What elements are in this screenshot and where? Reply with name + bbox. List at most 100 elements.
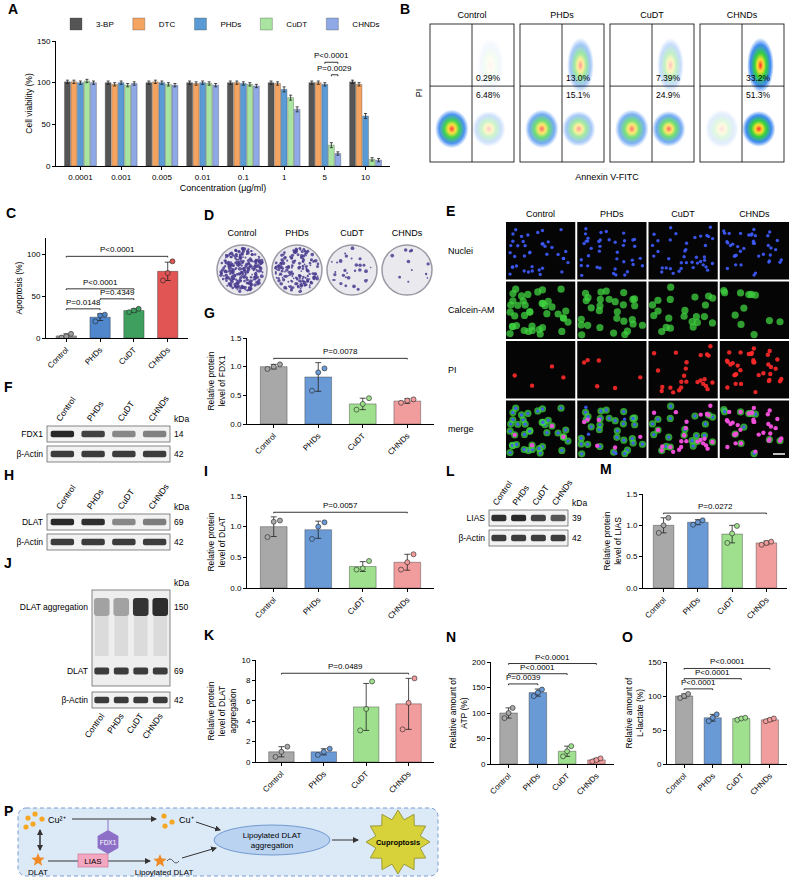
svg-text:50: 50: [652, 726, 661, 735]
svg-text:kDa: kDa: [572, 498, 587, 508]
svg-text:1.0: 1.0: [230, 522, 242, 531]
svg-text:CHNDs: CHNDs: [140, 711, 165, 740]
svg-text:5: 5: [323, 173, 328, 182]
svg-text:CHNDs: CHNDs: [727, 10, 758, 20]
svg-text:Cell viability (%): Cell viability (%): [24, 73, 34, 134]
svg-text:PHDs: PHDs: [521, 771, 542, 792]
svg-text:β-Actin: β-Actin: [16, 537, 43, 547]
svg-text:6.48%: 6.48%: [476, 90, 501, 100]
svg-text:β-Actin: β-Actin: [16, 449, 43, 459]
svg-text:Control: Control: [643, 595, 668, 620]
svg-text:CuDT: CuDT: [115, 487, 136, 511]
svg-text:10: 10: [241, 656, 250, 665]
svg-text:P<0.0001: P<0.0001: [710, 657, 745, 666]
svg-text:24.9%: 24.9%: [656, 90, 681, 100]
svg-text:PHDs: PHDs: [301, 595, 322, 616]
svg-text:0: 0: [246, 758, 251, 767]
svg-text:0.005: 0.005: [152, 173, 173, 182]
svg-text:39: 39: [572, 513, 582, 523]
svg-text:0.0001: 0.0001: [68, 173, 93, 182]
svg-text:Control: Control: [457, 10, 486, 20]
svg-text:150: 150: [174, 602, 188, 612]
svg-text:Apoptosis (%): Apoptosis (%): [14, 261, 24, 314]
svg-text:150: 150: [472, 683, 486, 692]
svg-text:CuDT: CuDT: [340, 228, 364, 238]
svg-text:Lipoylated DLAT: Lipoylated DLAT: [243, 831, 302, 840]
svg-text:10: 10: [361, 173, 370, 182]
svg-text:0.29%: 0.29%: [476, 73, 501, 83]
svg-text:Control: Control: [54, 395, 78, 423]
svg-text:50: 50: [31, 292, 40, 301]
svg-text:Cu⁺: Cu⁺: [179, 815, 194, 825]
svg-text:0.001: 0.001: [111, 173, 132, 182]
svg-text:CHNDs: CHNDs: [146, 345, 172, 371]
svg-text:42: 42: [174, 695, 184, 705]
svg-text:0.5: 0.5: [230, 553, 242, 562]
svg-text:0: 0: [36, 334, 41, 343]
svg-text:CuDT: CuDT: [724, 771, 745, 792]
svg-text:CuDT: CuDT: [715, 595, 736, 616]
svg-text:CHNDs: CHNDs: [387, 769, 413, 795]
svg-text:7.39%: 7.39%: [656, 73, 681, 83]
svg-text:CHNDs: CHNDs: [386, 431, 412, 457]
svg-text:69: 69: [174, 666, 184, 676]
svg-text:14: 14: [174, 429, 184, 439]
svg-text:Lipoylated DLAT: Lipoylated DLAT: [135, 868, 194, 877]
svg-text:CHNDs: CHNDs: [146, 482, 171, 511]
svg-text:P<0.0001: P<0.0001: [83, 278, 118, 287]
svg-text:P=0.4349: P=0.4349: [100, 288, 135, 297]
svg-text:1.5: 1.5: [230, 334, 242, 343]
svg-text:CuDT: CuDT: [530, 483, 551, 507]
svg-text:0.0: 0.0: [626, 584, 638, 593]
svg-text:P=0.0029: P=0.0029: [317, 64, 352, 73]
svg-text:1.5: 1.5: [230, 492, 242, 501]
svg-text:0.01: 0.01: [195, 173, 211, 182]
svg-text:4: 4: [246, 717, 251, 726]
svg-text:CHNDs: CHNDs: [146, 394, 171, 423]
svg-text:8: 8: [246, 676, 251, 685]
svg-text:merge: merge: [448, 424, 474, 434]
svg-text:P<0.0001: P<0.0001: [695, 668, 730, 677]
svg-text:Relative amount ofATP (%): Relative amount ofATP (%): [448, 677, 469, 749]
svg-text:P=0.0148: P=0.0148: [66, 298, 101, 307]
svg-text:P=0.0272: P=0.0272: [698, 502, 733, 511]
svg-text:Concentration (μg/ml): Concentration (μg/ml): [180, 183, 267, 193]
svg-text:P<0.0001: P<0.0001: [535, 653, 570, 662]
svg-text:CHNDs: CHNDs: [352, 20, 379, 29]
svg-text:42: 42: [174, 449, 184, 459]
svg-text:200: 200: [472, 658, 486, 667]
svg-text:kDa: kDa: [174, 502, 189, 512]
svg-text:Control: Control: [488, 771, 513, 796]
svg-text:50: 50: [476, 734, 485, 743]
svg-text:β-Actin: β-Actin: [61, 695, 88, 705]
svg-text:DTC: DTC: [159, 20, 176, 29]
svg-text:P<0.0001: P<0.0001: [100, 245, 135, 254]
svg-text:PHDs: PHDs: [301, 431, 322, 452]
svg-text:Control: Control: [253, 431, 278, 456]
svg-text:42: 42: [174, 537, 184, 547]
svg-text:CuDT: CuDT: [115, 399, 136, 423]
svg-text:PHDs: PHDs: [307, 769, 328, 790]
svg-text:kDa: kDa: [174, 414, 189, 424]
svg-text:PHDs: PHDs: [85, 399, 106, 423]
svg-text:PHDs: PHDs: [550, 10, 574, 20]
svg-text:33.2%: 33.2%: [746, 73, 771, 83]
svg-text:69: 69: [174, 517, 184, 527]
svg-text:0: 0: [481, 760, 486, 769]
svg-text:DLAT: DLAT: [67, 666, 88, 676]
svg-text:P<0.0001: P<0.0001: [681, 678, 716, 687]
svg-text:6: 6: [246, 697, 251, 706]
svg-text:100: 100: [472, 709, 486, 718]
svg-text:2: 2: [246, 737, 251, 746]
svg-text:100: 100: [648, 692, 662, 701]
svg-text:Control: Control: [253, 595, 278, 620]
svg-text:CHNDs: CHNDs: [749, 771, 775, 797]
svg-text:Control: Control: [54, 483, 78, 511]
svg-text:0: 0: [657, 760, 662, 769]
svg-text:CHNDs: CHNDs: [550, 478, 575, 507]
svg-text:42: 42: [572, 533, 582, 543]
svg-text:PHDs: PHDs: [105, 711, 126, 735]
svg-text:0.5: 0.5: [230, 391, 242, 400]
svg-text:CHNDs: CHNDs: [392, 228, 423, 238]
svg-text:CuDT: CuDT: [550, 771, 571, 792]
